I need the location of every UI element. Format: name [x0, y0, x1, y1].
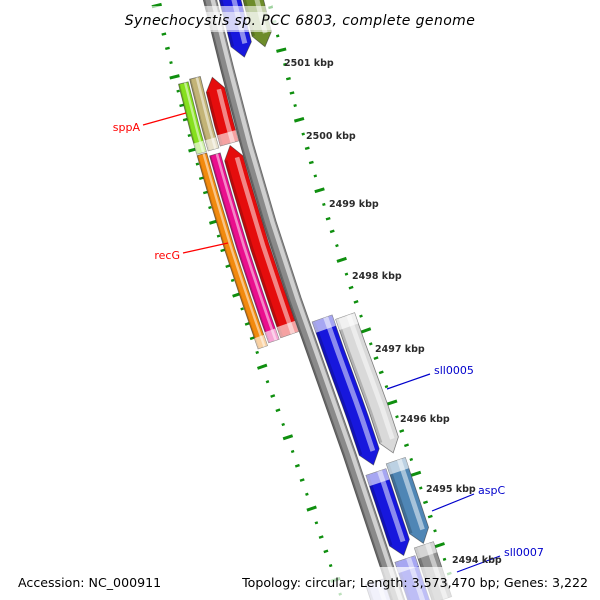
- position-label: 2497 kbp: [375, 344, 425, 355]
- callout-line-aspC: [431, 493, 475, 512]
- position-label: 2494 kbp: [452, 555, 502, 566]
- gene-tan-block[interactable]: [189, 76, 220, 152]
- gene-label-sppA[interactable]: sppA: [112, 121, 140, 134]
- gene-sll0005[interactable]: [335, 312, 399, 454]
- position-label: 2498 kbp: [352, 271, 402, 282]
- gene-red-arrow-1[interactable]: [205, 76, 240, 147]
- callout-lines: [142, 112, 501, 573]
- gene-blue-arrow-2[interactable]: [311, 314, 380, 466]
- callout-line-sll0005: [386, 373, 431, 390]
- callout-line-sll0007: [456, 555, 501, 573]
- gene-aspC[interactable]: [385, 456, 430, 545]
- gene-sppA[interactable]: [178, 81, 207, 155]
- map-title: Synechocystis sp. PCC 6803, complete gen…: [116, 12, 484, 30]
- position-label: 2496 kbp: [400, 414, 450, 425]
- position-label: 2500 kbp: [306, 131, 356, 142]
- callout-line-sppA: [142, 112, 187, 126]
- position-label: 2495 kbp: [426, 484, 476, 495]
- footer-stats: Topology: circular; Length: 3,573,470 bp…: [242, 575, 588, 590]
- gene-label-sll0007[interactable]: sll0007: [504, 546, 544, 559]
- footer-accession: Accession: NC_000911: [18, 575, 162, 590]
- position-label: 2499 kbp: [329, 199, 379, 210]
- gene-label-sll0005[interactable]: sll0005: [434, 364, 474, 377]
- tick-marks: [151, 2, 452, 596]
- map-title-bar: Synechocystis sp. PCC 6803, complete gen…: [0, 10, 600, 30]
- footer-backdrop: [0, 567, 600, 600]
- gene-blue-arrow-3[interactable]: [365, 468, 410, 557]
- gene-features: [178, 0, 453, 600]
- gene-label-recG[interactable]: recG: [154, 249, 180, 262]
- position-label: 2501 kbp: [284, 58, 334, 69]
- gene-magenta-block[interactable]: [209, 152, 280, 344]
- gene-red-arrow-2[interactable]: [224, 144, 300, 339]
- backbone: [202, 0, 406, 600]
- gene-label-aspC[interactable]: aspC: [478, 484, 506, 497]
- callout-line-recG: [182, 242, 229, 254]
- gene-recG[interactable]: [196, 152, 269, 350]
